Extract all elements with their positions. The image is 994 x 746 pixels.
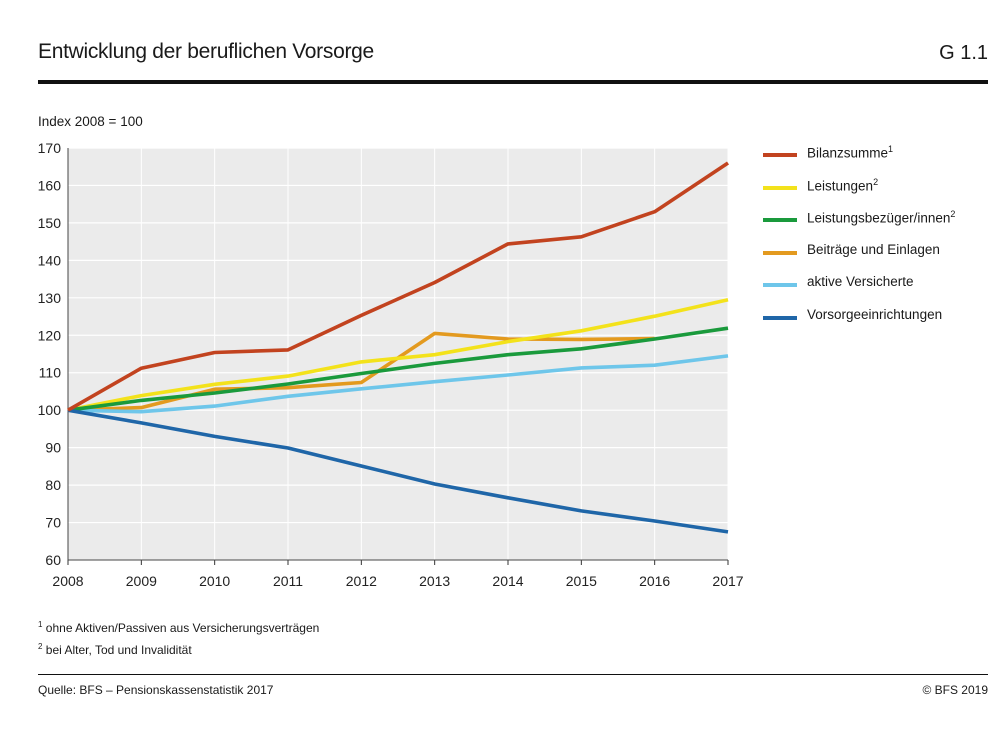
legend-swatch bbox=[763, 283, 797, 287]
y-tick-label: 90 bbox=[45, 440, 61, 456]
y-tick-label: 160 bbox=[38, 177, 62, 193]
legend-swatch bbox=[763, 315, 797, 320]
series-line-vorsorgeeinrichtungen bbox=[67, 408, 729, 534]
series-line-aktive-versicherte bbox=[67, 354, 729, 414]
chart-title: Entwicklung der beruflichen Vorsorge bbox=[38, 40, 374, 63]
y-tick-label: 100 bbox=[38, 402, 62, 418]
y-tick-label: 140 bbox=[38, 252, 62, 268]
x-tick-label: 2013 bbox=[419, 573, 450, 589]
y-tick-label: 70 bbox=[45, 515, 61, 531]
legend-swatch bbox=[763, 185, 797, 190]
y-axis-ticks: 60 70 80 90 100 110 120 130 140 150 160 170 bbox=[38, 140, 62, 568]
x-tick-label: 2011 bbox=[273, 573, 303, 589]
x-tick-label: 2010 bbox=[199, 573, 230, 589]
footer-rule bbox=[38, 674, 988, 675]
x-tick-label: 2008 bbox=[52, 573, 83, 589]
y-axis-label: Index 2008 = 100 bbox=[38, 114, 143, 129]
series-line-beiträge-und-einlagen bbox=[67, 331, 655, 412]
source-note: Quelle: BFS – Pensionskassenstatistik 20… bbox=[38, 683, 274, 697]
legend-label: Bilanzsumme1 bbox=[807, 144, 894, 161]
y-tick-label: 170 bbox=[38, 140, 62, 156]
y-tick-label: 120 bbox=[38, 327, 62, 343]
legend-swatch bbox=[763, 153, 797, 157]
x-tick-label: 2016 bbox=[639, 573, 670, 589]
legend-swatch bbox=[763, 218, 797, 222]
copyright: © BFS 2019 bbox=[922, 683, 988, 697]
x-tick-label: 2012 bbox=[346, 573, 377, 589]
legend-label: Leistungsbezüger/innen2 bbox=[807, 209, 956, 226]
legend-label: aktive Versicherte bbox=[807, 274, 914, 289]
x-tick-label: 2014 bbox=[492, 573, 523, 589]
legend-swatch bbox=[763, 250, 797, 255]
x-tick-label: 2015 bbox=[566, 573, 597, 589]
footnote-1: 1 ohne Aktiven/Passiven aus Versicherung… bbox=[38, 620, 320, 635]
x-axis-ticks: 2008 2009 2010 2011 2012 2013 2014 2015 2016 2017 bbox=[52, 148, 744, 589]
y-tick-label: 130 bbox=[38, 290, 62, 306]
series-line-leistungsbezüger-innen bbox=[67, 326, 729, 412]
y-tick-label: 60 bbox=[45, 552, 61, 568]
header-rule bbox=[38, 80, 988, 84]
y-tick-label: 80 bbox=[45, 477, 61, 493]
legend-label: Leistungen2 bbox=[807, 176, 879, 194]
series-line-bilanzsumme bbox=[67, 161, 729, 412]
series-lines bbox=[67, 161, 729, 534]
series-line-leistungen bbox=[67, 297, 729, 412]
x-tick-label: 2009 bbox=[126, 573, 157, 589]
plot-background bbox=[68, 148, 728, 560]
legend-label: Beiträge und Einlagen bbox=[807, 241, 940, 257]
y-tick-label: 150 bbox=[38, 215, 62, 231]
footnote-2: 2 bei Alter, Tod und Invalidität bbox=[38, 642, 192, 657]
y-tick-label: 110 bbox=[39, 365, 62, 381]
figure-number: G 1.1 bbox=[939, 42, 988, 64]
legend-label: Vorsorgeeinrichtungen bbox=[807, 306, 943, 322]
x-tick-label: 2017 bbox=[712, 573, 743, 589]
